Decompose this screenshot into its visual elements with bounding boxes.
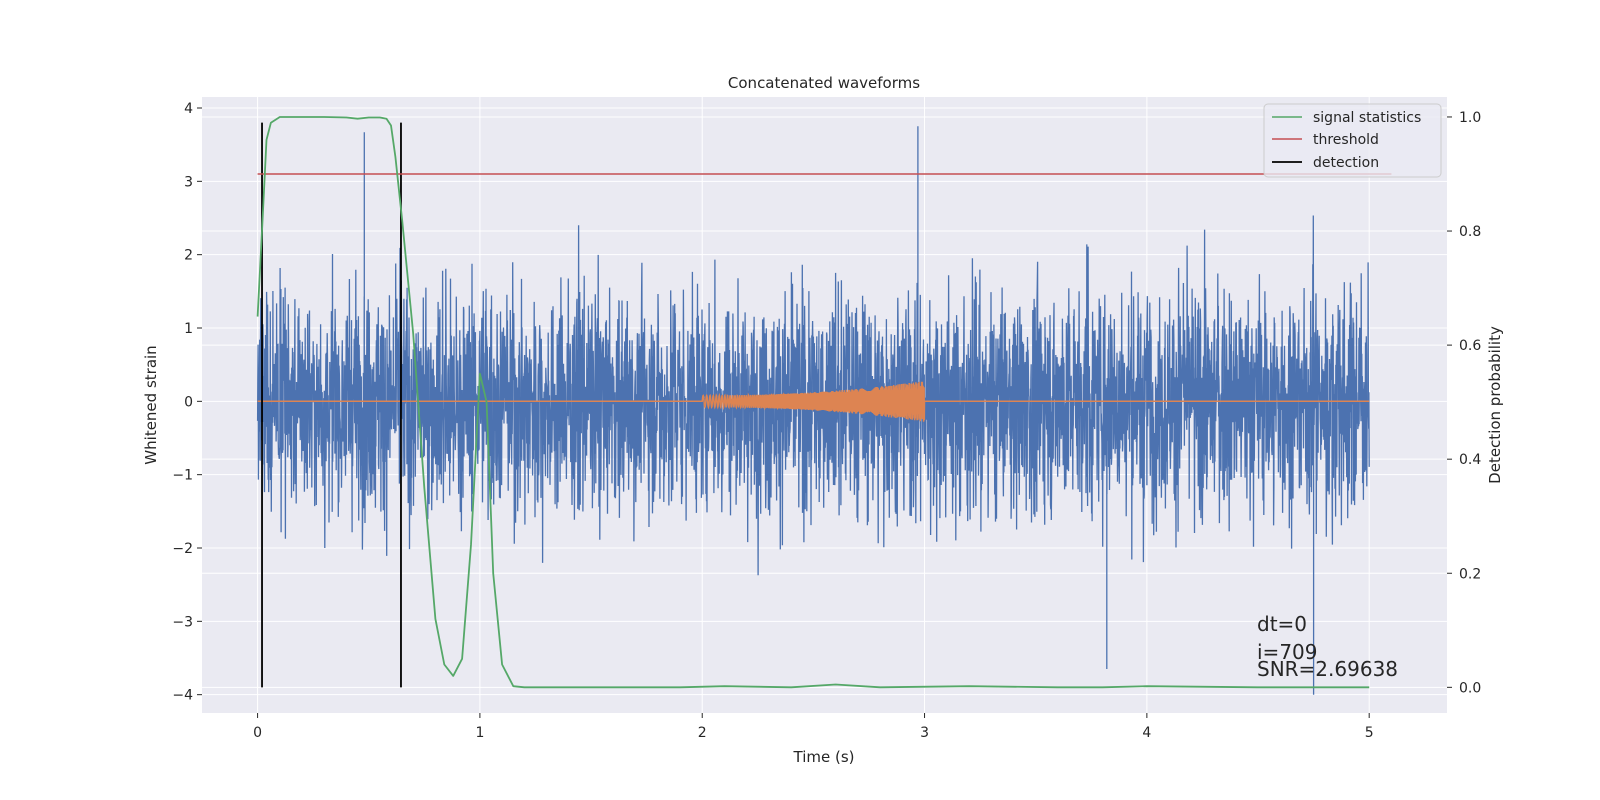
y-right-tick-label: 0.0 [1459,680,1481,696]
y-tick-label: −1 [172,468,193,484]
legend-box [1263,103,1442,178]
y-tick-label: 3 [184,174,193,190]
x-tick-label: 0 [253,725,262,741]
x-tick-label: 1 [475,725,484,741]
y-tick-label: −4 [172,688,193,704]
y-axis-right-label: Detection probability [1486,326,1504,484]
strain-path [256,126,1370,695]
y-tick-label: 4 [184,101,193,117]
x-axis-ticks: 0 1 2 3 4 5 [253,713,1374,741]
y-axis-ticks: −4 −3 −2 −1 0 1 2 3 4 [172,101,202,704]
signal-statistics-path [256,116,1370,689]
y-tick-label: 2 [184,248,193,264]
injection-series [257,381,1370,422]
chart-title: Concatenated waveforms [728,74,920,92]
y-axis-label: Whitened strain [142,345,160,464]
y-right-tick-label: 0.6 [1459,338,1481,354]
y-right-tick-label: 0.2 [1459,566,1481,582]
y-tick-label: 0 [184,394,193,410]
annotation-dt: dt=0 [1257,612,1307,636]
y-right-tick-label: 0.8 [1459,224,1481,240]
x-tick-label: 2 [698,725,707,741]
y-right-tick-label: 1.0 [1459,110,1481,126]
y-tick-label: −3 [172,614,193,630]
legend-label-detection: detection [1313,155,1379,171]
x-tick-label: 5 [1365,725,1374,741]
injection-path [257,381,1370,422]
annotation-index: i=709 [1257,640,1318,664]
whitened-strain-series [256,126,1370,695]
x-tick-label: 4 [1142,725,1151,741]
y-tick-label: −2 [172,541,193,557]
x-axis-label: Time (s) [793,748,855,766]
y-axis-right-ticks: 0.0 0.2 0.4 0.6 0.8 1.0 [1447,110,1481,696]
legend-label-signal-statistics: signal statistics [1313,110,1421,126]
signal-statistics-series [256,116,1370,689]
y-right-tick-label: 0.4 [1459,452,1481,468]
legend-label-threshold: threshold [1313,132,1379,148]
y-tick-label: 1 [184,321,193,337]
legend: signal statistics threshold detection [1263,103,1442,178]
annotation-snr: SNR=2.69638 [1257,657,1398,681]
x-tick-label: 3 [920,725,929,741]
